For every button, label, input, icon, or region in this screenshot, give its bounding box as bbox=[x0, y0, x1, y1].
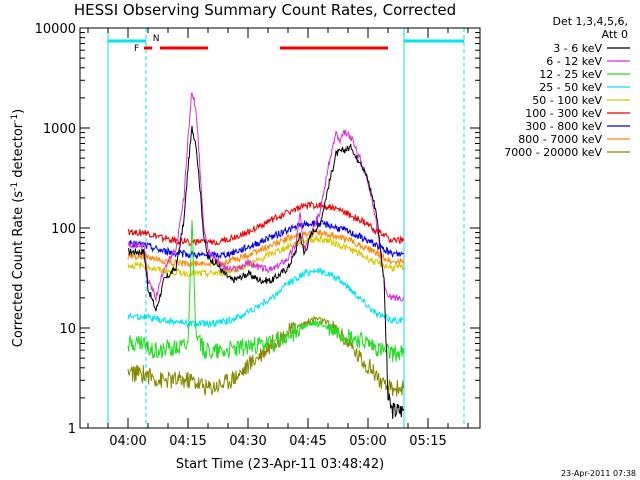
x-tick-label-4: 05:00 bbox=[349, 434, 386, 449]
y-axis-label-end: ) bbox=[11, 109, 26, 114]
legend-label-0: 3 - 6 keV bbox=[553, 42, 602, 55]
series-line-6 bbox=[127, 219, 405, 260]
legend-label-4: 50 - 100 keV bbox=[532, 94, 602, 107]
x-tick-label-2: 04:30 bbox=[229, 434, 266, 449]
flare-flag-label: F bbox=[134, 44, 139, 54]
series-line-3 bbox=[127, 267, 405, 329]
series-line-8 bbox=[127, 315, 405, 397]
chart-title: HESSI Observing Summary Count Rates, Cor… bbox=[74, 1, 456, 19]
y-axis-label-sup1: -1 bbox=[10, 182, 20, 191]
legend-label-6: 300 - 800 keV bbox=[525, 120, 602, 133]
series-line-7 bbox=[127, 228, 405, 268]
x-tick-label-0: 04:00 bbox=[109, 434, 146, 449]
series-line-1 bbox=[127, 92, 405, 303]
series-line-5 bbox=[127, 200, 405, 247]
x-tick-label-1: 04:15 bbox=[169, 434, 206, 449]
plot-area: F N 04:00 04:15 04:30 04:45 05:00 05:15 1 10 100 10… bbox=[35, 22, 481, 449]
legend-header-line-1: Det 1,3,4,5,6, bbox=[552, 15, 628, 28]
legend-label-5: 100 - 300 keV bbox=[525, 107, 602, 120]
legend-header-line-2: Att 0 bbox=[602, 28, 628, 41]
series-line-4 bbox=[127, 235, 405, 279]
y-axis-label-main: Corrected Count Rate (s bbox=[11, 191, 26, 348]
y-axis-label-group: Corrected Count Rate (s-1 detector-1) bbox=[10, 109, 26, 347]
legend-label-8: 7000 - 20000 keV bbox=[504, 146, 602, 159]
y-tick-label-3: 1000 bbox=[43, 122, 76, 137]
y-axis-label: Corrected Count Rate (s-1 detector-1) bbox=[10, 109, 26, 347]
night-flag-label: N bbox=[153, 34, 160, 44]
y-tick-label-0: 1 bbox=[68, 422, 76, 437]
y-axis-label-sup2: -1 bbox=[10, 114, 20, 123]
series-line-0 bbox=[127, 125, 405, 419]
y-tick-label-4: 10000 bbox=[35, 22, 76, 37]
y-tick-label-2: 100 bbox=[51, 222, 76, 237]
y-tick-label-1: 10 bbox=[59, 322, 76, 337]
legend-label-7: 800 - 7000 keV bbox=[518, 133, 602, 146]
series-line-2 bbox=[127, 220, 405, 363]
x-tick-label-5: 05:15 bbox=[409, 434, 446, 449]
x-axis-label: Start Time (23-Apr-11 03:48:42) bbox=[176, 457, 384, 472]
series-group bbox=[107, 28, 465, 428]
footer-timestamp: 23-Apr-2011 07:38 bbox=[561, 469, 636, 478]
legend-label-3: 25 - 50 keV bbox=[539, 81, 602, 94]
x-tick-label-3: 04:45 bbox=[289, 434, 326, 449]
legend-label-2: 12 - 25 keV bbox=[539, 68, 602, 81]
y-axis-label-mid: detector bbox=[11, 122, 26, 182]
legend-label-1: 6 - 12 keV bbox=[546, 55, 602, 68]
